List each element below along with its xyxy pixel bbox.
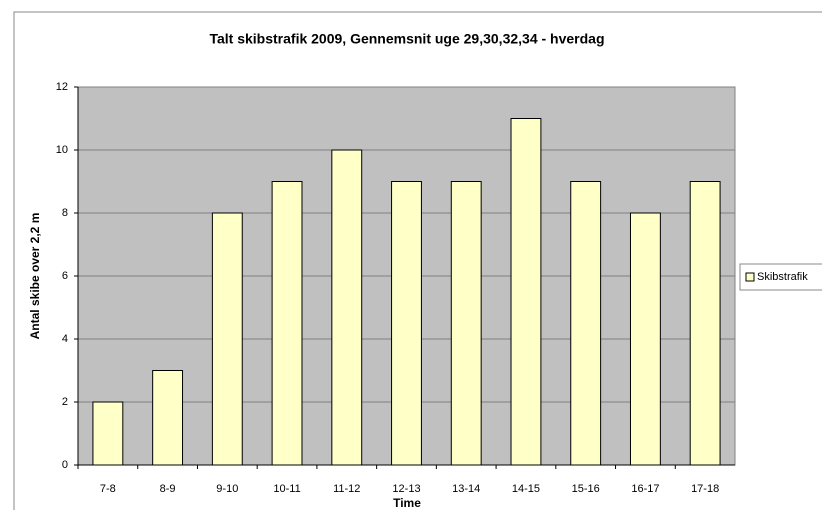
bar [211, 212, 243, 466]
y-tick-label: 10 [56, 144, 68, 156]
bar [391, 181, 422, 466]
bar [450, 181, 482, 466]
bar [331, 149, 363, 466]
chart-title: Talt skibstrafik 2009, Gennemsnit uge 29… [209, 31, 604, 47]
x-tick-label: 7-8 [100, 483, 116, 495]
y-tick-label: 8 [62, 207, 68, 219]
x-tick-label: 13-14 [452, 483, 480, 495]
y-tick-label: 4 [62, 333, 68, 345]
y-axis-title: Antal skibe over 2,2 m [28, 213, 42, 340]
x-tick-label: 11-12 [333, 483, 360, 495]
x-tick-label: 17-18 [691, 483, 719, 495]
legend-swatch [745, 272, 755, 282]
bar [629, 212, 661, 466]
y-tick-label: 0 [62, 459, 68, 471]
x-tick-label: 15-16 [572, 483, 600, 495]
bar [689, 181, 721, 466]
bar [152, 370, 184, 466]
y-tick-label: 12 [56, 81, 68, 93]
bar [510, 118, 542, 466]
x-tick-label: 16-17 [631, 483, 659, 495]
y-tick-label: 2 [62, 396, 68, 408]
x-tick-label: 9-10 [216, 483, 238, 495]
bar [271, 181, 303, 466]
bar [92, 401, 124, 466]
x-tick-label: 10-11 [273, 483, 300, 495]
x-tick-label: 8-9 [160, 483, 176, 495]
legend-label: Skibstrafik [757, 271, 808, 283]
bar [570, 181, 602, 466]
x-axis-title: Time [393, 496, 421, 510]
y-tick-label: 6 [62, 270, 68, 282]
x-tick-label: 12-13 [392, 483, 420, 495]
x-tick-label: 14-15 [512, 483, 540, 495]
